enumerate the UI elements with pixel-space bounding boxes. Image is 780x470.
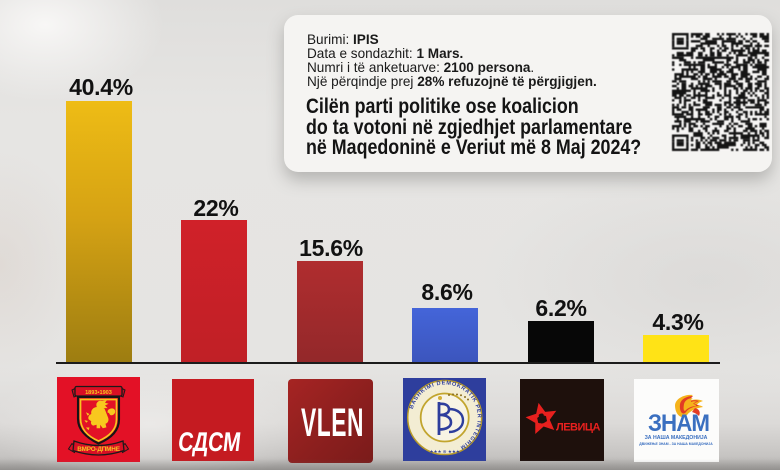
svg-text:ЛЕВИЦА: ЛЕВИЦА <box>556 421 600 433</box>
svg-text:ЗНАМ: ЗНАМ <box>648 409 709 436</box>
svg-text:ВМРО-ДПМНЕ: ВМРО-ДПМНЕ <box>77 446 121 453</box>
svg-text:1893•1903: 1893•1903 <box>85 390 112 396</box>
svg-text:★★★ ⊛ ★★★: ★★★ ⊛ ★★★ <box>429 449 460 454</box>
svg-text:ЗА НАША МАКЕДОНИЈА: ЗА НАША МАКЕДОНИЈА <box>645 435 708 441</box>
svg-text:ДВИЖЕЊЕ ЗНАМ - ЗА НАША МАКЕДОН: ДВИЖЕЊЕ ЗНАМ - ЗА НАША МАКЕДОНИЈА <box>639 442 713 446</box>
